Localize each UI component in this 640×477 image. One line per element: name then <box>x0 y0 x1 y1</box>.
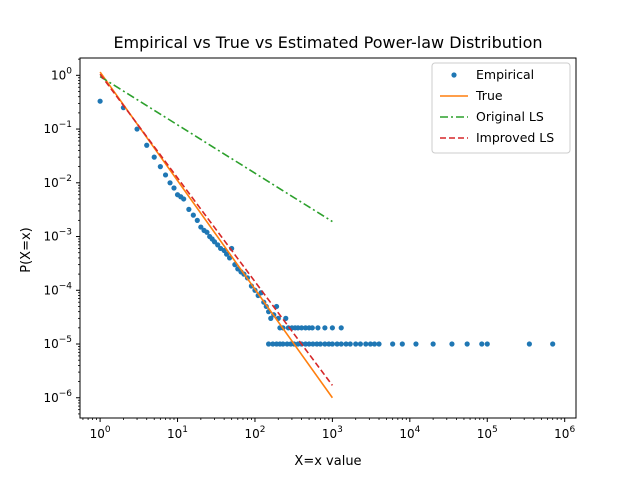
plot-area-group <box>97 71 556 399</box>
empirical-point <box>371 341 378 347</box>
empirical-point <box>284 341 290 347</box>
legend-box <box>431 62 571 154</box>
empirical-point <box>134 126 140 132</box>
empirical-point <box>449 341 455 347</box>
empirical-point <box>215 242 221 248</box>
empirical-point <box>171 185 177 191</box>
empirical-point <box>181 196 187 202</box>
empirical-point <box>309 325 315 331</box>
empirical-point <box>329 325 335 331</box>
empirical-point <box>334 341 340 347</box>
empirical-point <box>223 251 230 257</box>
axes-group: 100 101 102 103 104 105 106 10−6 10−5 10−4 10−3 10−… <box>43 57 577 441</box>
empirical-point <box>357 341 363 347</box>
y-tick-label: 10−2 <box>43 174 72 190</box>
empirical-point <box>343 341 349 347</box>
series-0-points <box>97 98 556 347</box>
empirical-point <box>97 98 103 104</box>
y-tick-label: 10−5 <box>43 335 72 351</box>
empirical-point <box>347 341 353 347</box>
y-axis-label: P(X=x) <box>19 227 34 272</box>
empirical-point <box>399 341 405 347</box>
empirical-point <box>363 341 369 347</box>
empirical-point <box>430 341 436 347</box>
empirical-point <box>167 180 173 186</box>
empirical-point <box>151 154 157 160</box>
series-line-original-ls <box>99 75 333 223</box>
legend: Empirical True Original LS Improved LS <box>431 62 571 154</box>
empirical-point <box>194 217 200 223</box>
empirical-point <box>280 341 286 347</box>
plot-frame <box>79 57 577 419</box>
x-tick-label: 100 <box>90 425 111 441</box>
empirical-point <box>322 341 328 347</box>
empirical-point <box>315 325 321 331</box>
empirical-point <box>484 341 490 347</box>
empirical-point <box>317 341 323 347</box>
x-tick-label: 103 <box>322 425 343 441</box>
legend-marker-0 <box>451 72 457 78</box>
empirical-point <box>144 142 150 148</box>
x-tick-label: 102 <box>244 425 265 441</box>
x-tick-label: 106 <box>554 425 575 441</box>
x-tick-label: 104 <box>399 425 420 441</box>
empirical-point <box>367 341 374 347</box>
empirical-point <box>550 341 556 347</box>
empirical-point <box>190 212 196 218</box>
y-tick-label: 100 <box>51 66 72 82</box>
legend-label-2: Original LS <box>476 109 544 124</box>
empirical-point <box>376 341 382 347</box>
empirical-point <box>306 341 312 347</box>
plot-series-group <box>97 71 556 399</box>
empirical-point <box>338 325 344 331</box>
legend-label-0: Empirical <box>476 67 534 82</box>
x-tick-label: 105 <box>477 425 498 441</box>
empirical-point <box>186 206 192 212</box>
empirical-point <box>338 341 344 347</box>
y-tick-label: 10−3 <box>43 228 72 244</box>
empirical-point <box>157 164 163 170</box>
empirical-point <box>526 341 532 347</box>
empirical-point <box>266 341 272 347</box>
empirical-point <box>298 325 305 331</box>
legend-label-1: True <box>475 88 503 103</box>
empirical-point <box>353 341 359 347</box>
empirical-point <box>162 172 169 178</box>
x-axis-label: X=x value <box>294 454 361 469</box>
empirical-point <box>479 341 485 347</box>
series-line-improved-ls <box>99 73 334 386</box>
empirical-point <box>283 315 289 321</box>
empirical-point <box>270 341 276 347</box>
empirical-point <box>198 224 204 230</box>
y-tick-label: 10−4 <box>43 281 72 297</box>
empirical-point <box>413 341 419 347</box>
y-tick-label: 10−6 <box>43 389 72 405</box>
empirical-point <box>221 247 227 254</box>
empirical-point <box>329 341 335 347</box>
legend-label-3: Improved LS <box>476 130 554 145</box>
y-tick-label: 10−1 <box>43 120 72 136</box>
x-tick-label: 101 <box>167 425 188 441</box>
empirical-point <box>204 229 210 235</box>
empirical-point <box>310 341 316 347</box>
empirical-point <box>464 341 470 347</box>
empirical-point <box>268 315 274 321</box>
empirical-point <box>390 341 396 347</box>
empirical-point <box>322 325 328 331</box>
chart-title: Empirical vs True vs Estimated Power-law… <box>113 33 542 52</box>
empirical-point <box>211 239 218 245</box>
